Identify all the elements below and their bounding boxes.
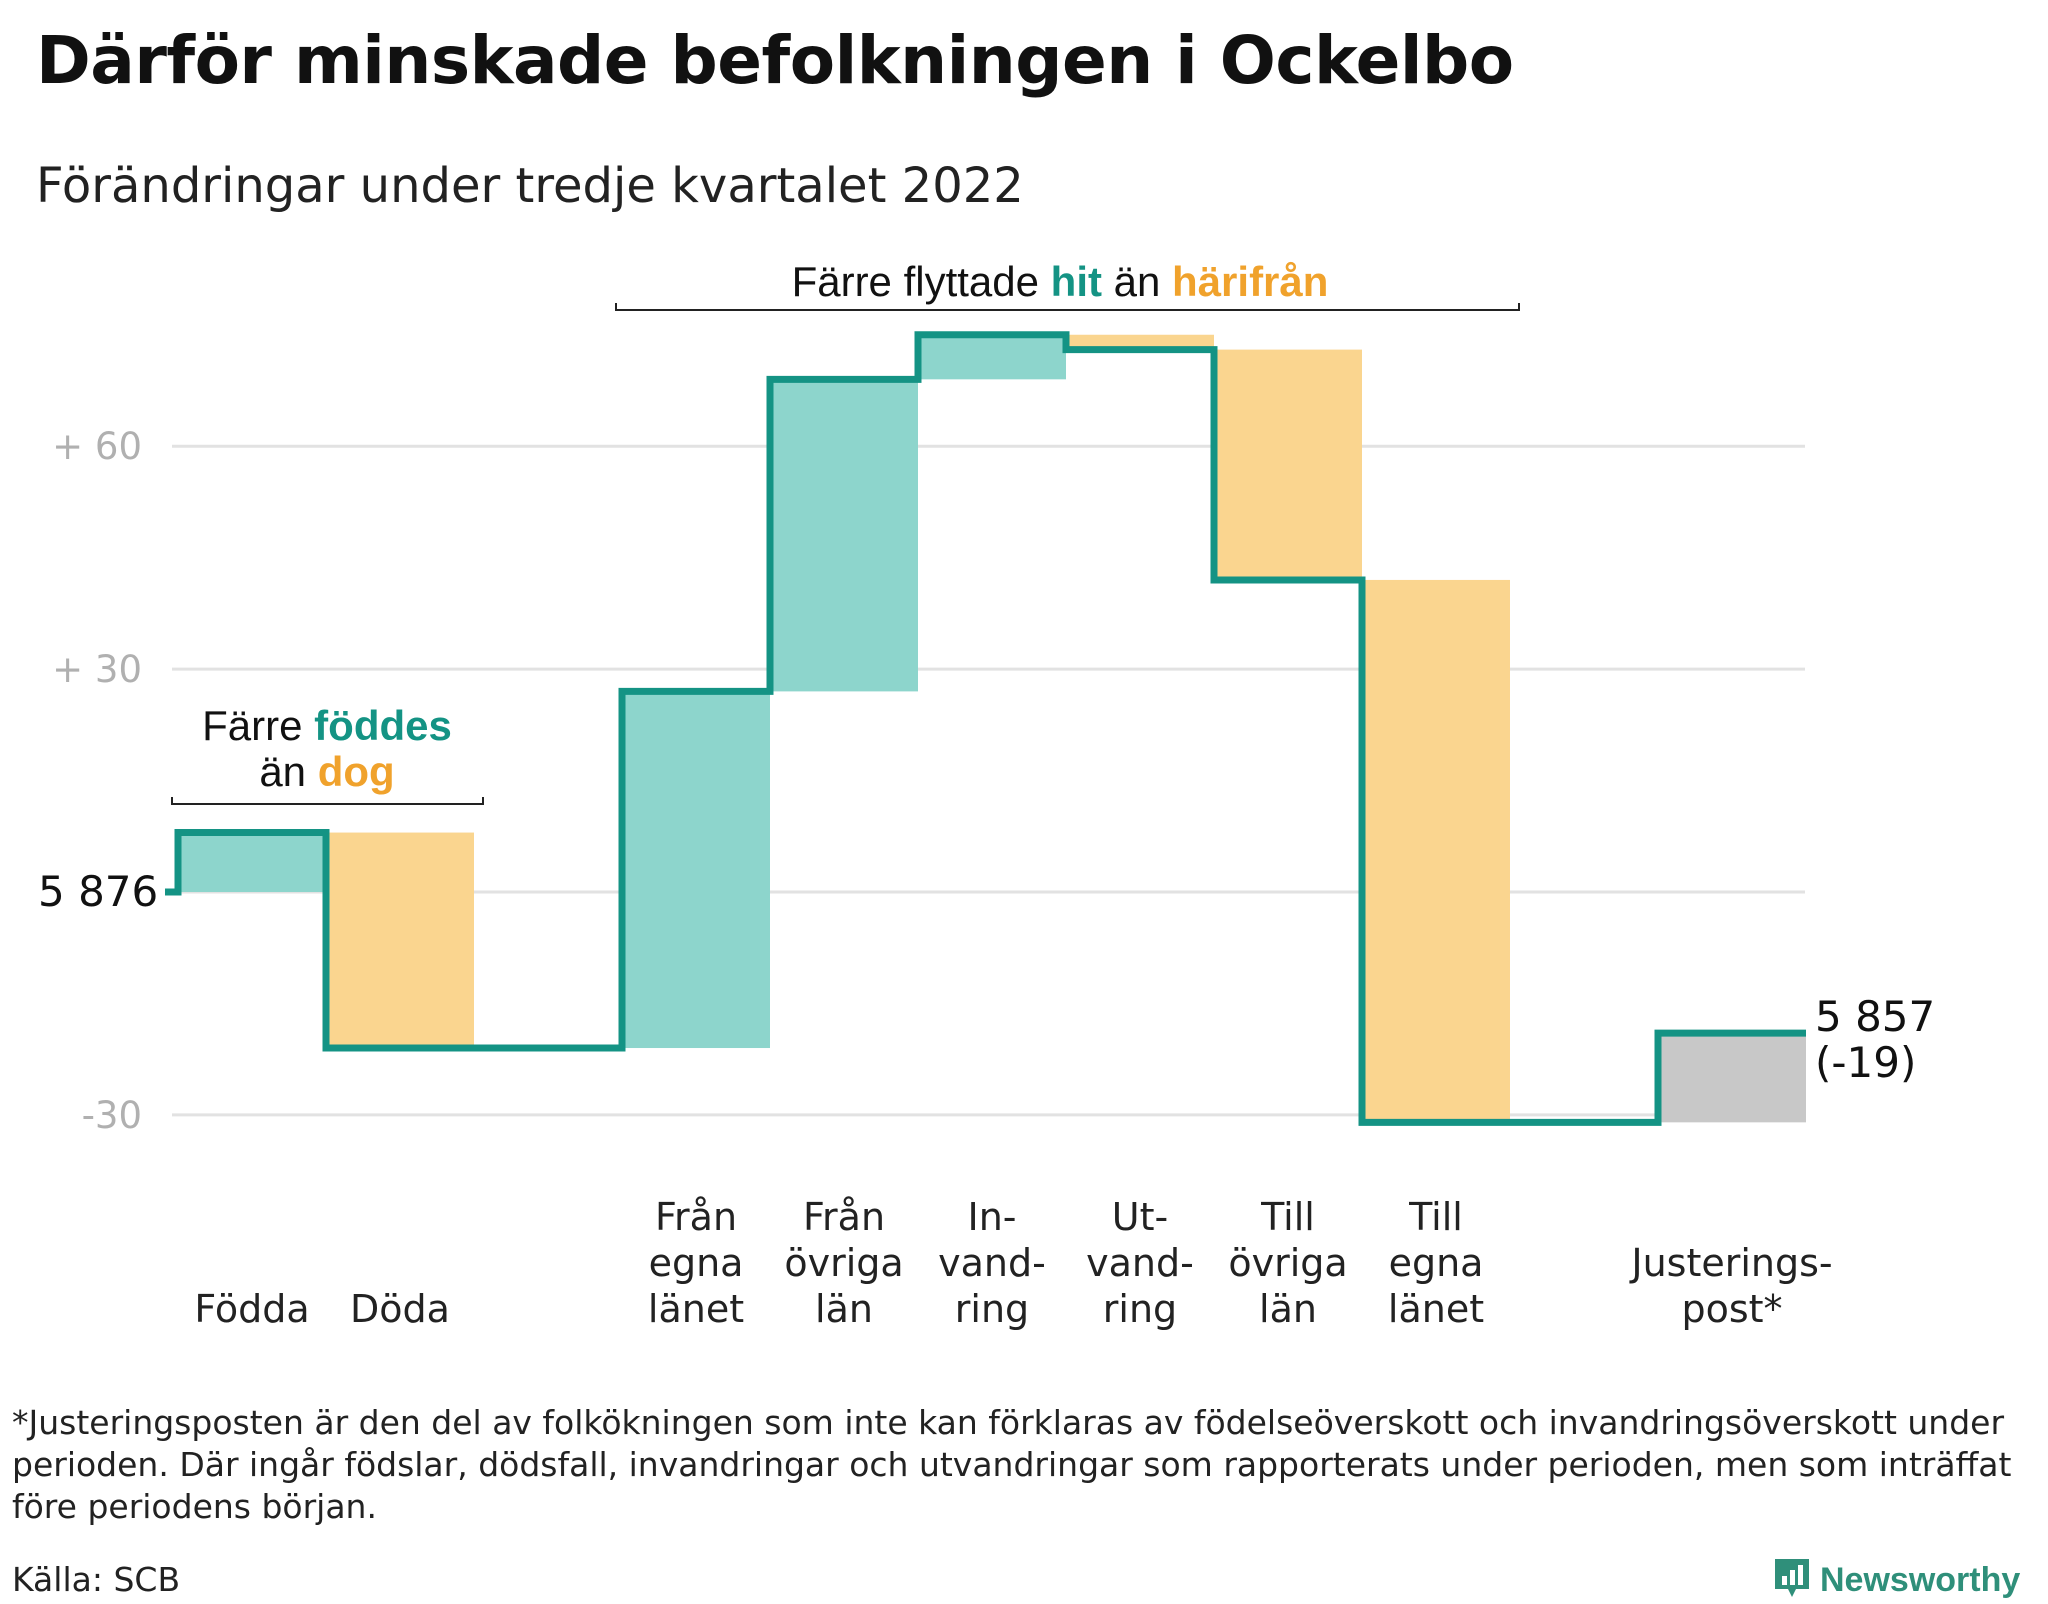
migration-annotation-bracket [615,303,1520,311]
births-annotation-bracket [171,797,484,805]
category-label: länet [1388,1287,1484,1331]
births-annotation-line2: än dog [259,748,394,795]
chart-subtitle: Förändringar under tredje kvartalet 2022 [36,158,1024,214]
bar-decrease [1214,349,1362,580]
step-line-path [165,331,1806,1126]
migration-annotation: Färre flyttade hit än härifrån [615,258,1520,311]
births-annotation-line2-hl: dog [318,748,395,795]
migration-annotation-text: Färre flyttade hit än härifrån [792,258,1329,305]
category-label: länet [648,1287,744,1331]
y-tick-label: -30 [82,1094,142,1137]
category-label: vand- [1086,1241,1194,1285]
start-value-label: 5 876 [38,867,158,916]
value-labels: 5 876 5 857(-19) [38,867,1935,1087]
footnote: *Justeringsposten är den del av folkökni… [12,1403,2012,1526]
births-annotation-line1-pre: Färre [202,702,314,749]
bar-decrease [1066,334,1214,350]
migration-annotation-in: hit [1051,258,1102,305]
end-change-label: (-19) [1815,1038,1916,1087]
births-annotation-line2-pre: än [259,748,317,795]
births-annotation: Färre föddes än dog [171,702,484,805]
category-label: län [815,1287,873,1331]
migration-annotation-mid: än [1102,258,1172,305]
newsworthy-logo-icon [1772,1556,1812,1604]
births-annotation-line1-hl: föddes [314,702,452,749]
grid-lines [172,444,1805,1117]
category-label: Födda [194,1287,309,1331]
category-label: län [1259,1287,1317,1331]
bars [178,334,1806,1123]
bar-decrease [1362,579,1510,1123]
bar-adjustment [1658,1033,1806,1123]
category-label: Från [655,1195,737,1239]
category-label: övriga [1228,1241,1347,1285]
births-annotation-line1: Färre föddes [202,702,452,749]
chart-title: Därför minskade befolkningen i Ockelbo [36,22,1514,99]
category-labels: Födda DödaFrånegnalänetFrånövrigalänIn-va… [194,1195,1832,1331]
y-tick-label: + 60 [52,425,142,468]
category-label: Ut- [1112,1195,1168,1239]
category-label: egna [649,1241,744,1285]
y-tick-label: + 30 [52,648,142,691]
category-label: Döda [350,1287,450,1331]
waterfall-chart: + 60 + 30 -30 5 876 5 857(-19) Födda Döda Frå… [38,258,1935,1331]
bar-increase [918,334,1066,380]
category-label: post* [1681,1287,1782,1331]
category-label: ring [1103,1287,1177,1331]
brand: Newsworthy [1772,1556,2020,1604]
category-label: Till [1260,1195,1315,1239]
category-label: ring [955,1287,1029,1331]
step-line [165,331,1806,1126]
category-label: vand- [938,1241,1046,1285]
brand-name: Newsworthy [1820,1560,2021,1599]
y-axis-ticks: + 60 + 30 -30 [52,425,142,1137]
source: Källa: SCB [12,1560,181,1599]
category-label: Till [1408,1195,1463,1239]
bar-increase [770,379,918,692]
migration-annotation-out: härifrån [1172,258,1328,305]
bar-increase [178,832,326,892]
migration-annotation-pre: Färre flyttade [792,258,1051,305]
category-label: övriga [784,1241,903,1285]
category-label: Från [803,1195,885,1239]
end-value-label: 5 857 [1815,992,1935,1041]
bar-increase [622,691,770,1049]
category-label: Justerings- [1629,1241,1832,1285]
category-label: egna [1389,1241,1484,1285]
category-label: In- [967,1195,1016,1239]
bar-decrease [326,832,474,1049]
